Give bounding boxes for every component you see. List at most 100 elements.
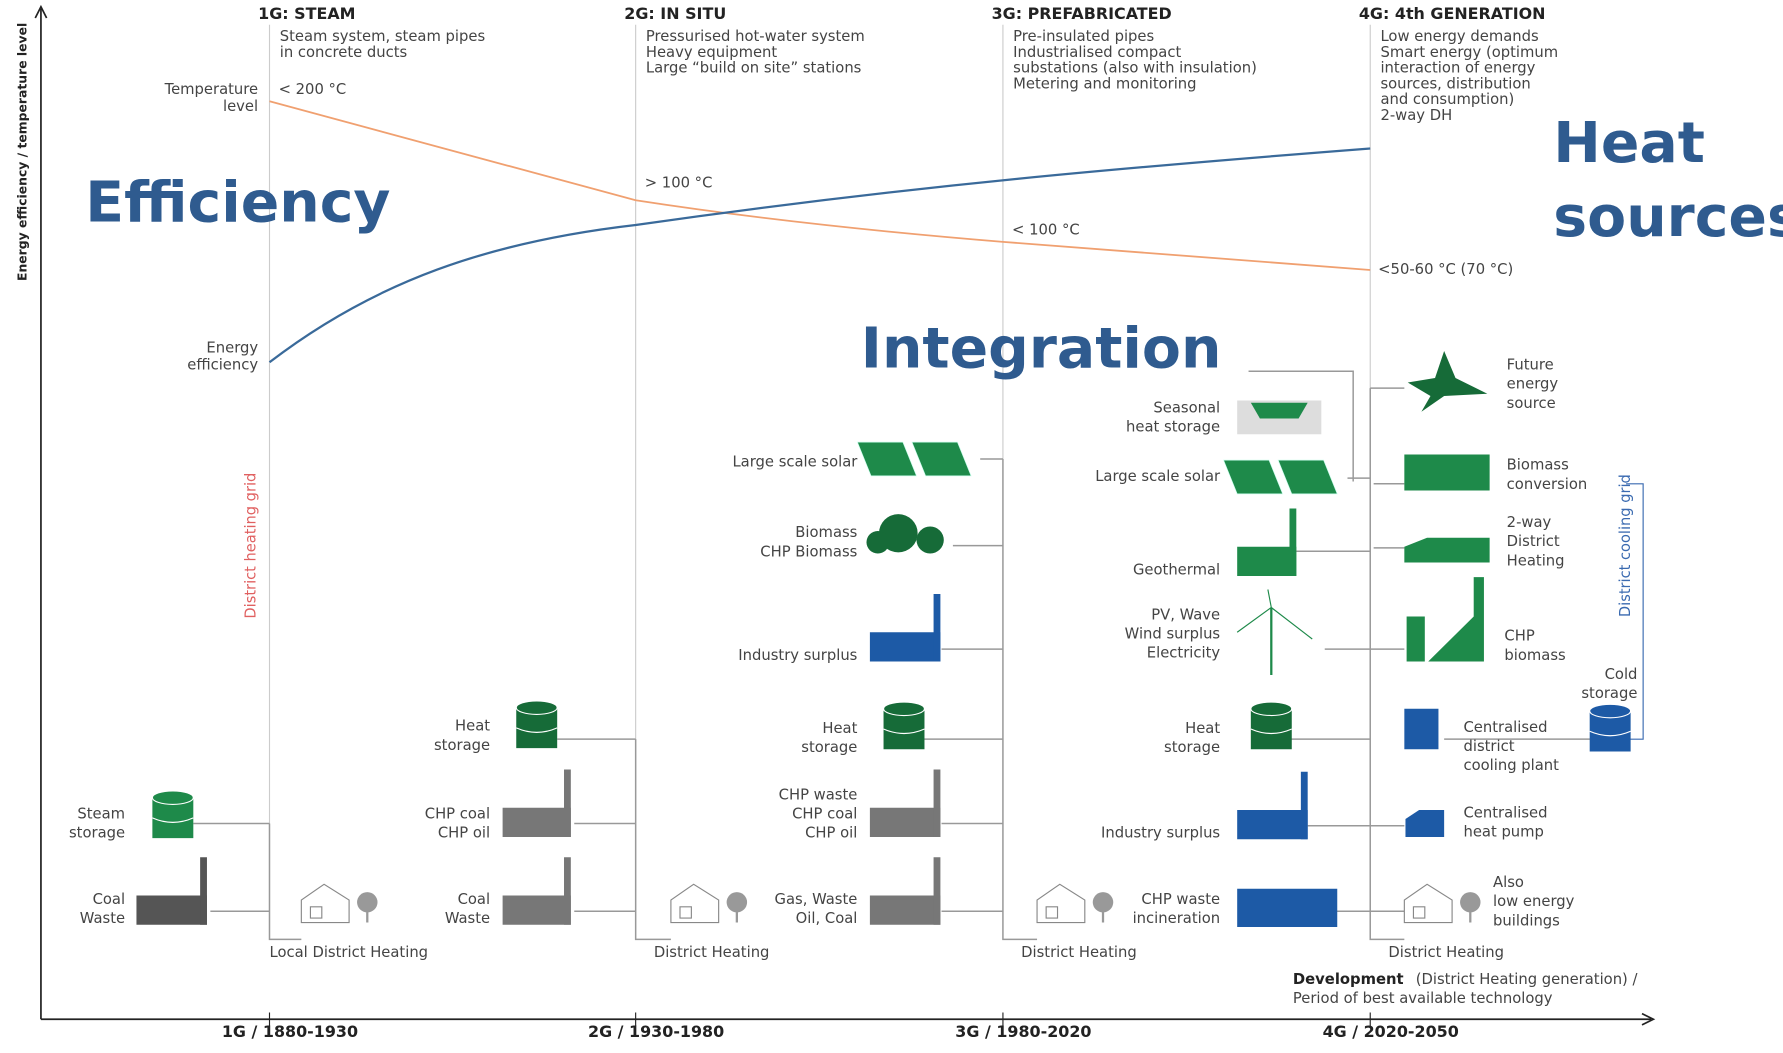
generation-description: Heavy equipment [646, 44, 778, 61]
solar-icon [1278, 460, 1337, 494]
label: Coal [458, 891, 491, 908]
plant-icon [503, 808, 571, 837]
plant-icon [564, 857, 571, 925]
period-label: 2G / 1930-1980 [588, 1022, 724, 1041]
generation-description: 2-way DH [1380, 107, 1452, 124]
label: CHP coal [792, 806, 857, 823]
generation-description: Large “build on site” stations [646, 60, 862, 77]
plant-icon [934, 857, 941, 925]
storage-icon [1251, 403, 1308, 419]
x-axis-label: Period of best available technology [1293, 990, 1553, 1007]
curve-label: Temperature [164, 81, 259, 98]
label: CHP waste [1141, 891, 1220, 908]
label: storage [1581, 685, 1637, 702]
label: CHP waste [779, 786, 858, 803]
generation-description: Pressurised hot-water system [646, 28, 865, 45]
overlay-title: sources [1553, 185, 1783, 250]
network-label: Local District Heating [269, 944, 428, 961]
grid-label: District heating grid [242, 473, 259, 619]
house-icon [671, 884, 719, 922]
plant-icon [1237, 547, 1296, 576]
label: PV, Wave [1151, 606, 1220, 623]
label: CHP coal [425, 806, 490, 823]
tree-icon [866, 531, 889, 554]
plant-icon [870, 896, 941, 925]
label: energy [1507, 376, 1559, 393]
label: Large scale solar [1095, 468, 1221, 485]
temperature-label: <50-60 °C (70 °C) [1378, 261, 1513, 278]
tree-icon [727, 892, 747, 912]
label: Heat [822, 720, 857, 737]
network-label: District Heating [1021, 944, 1137, 961]
storage-icon [1590, 704, 1631, 718]
storage-icon [516, 701, 557, 715]
label: storage [1164, 739, 1220, 756]
temperature-label: < 100 °C [1012, 222, 1080, 239]
x-axis-label: (District Heating generation) / [1416, 971, 1638, 988]
overlay-title: Integration [861, 317, 1222, 382]
plant-icon [1404, 709, 1438, 750]
label: incineration [1133, 910, 1221, 927]
generation-description: Metering and monitoring [1013, 75, 1196, 92]
label: Steam [77, 806, 125, 823]
plant-icon [1404, 538, 1489, 563]
axes [35, 7, 1653, 1026]
plant-icon [1237, 810, 1308, 839]
temperature-label: > 100 °C [645, 174, 713, 191]
diagram: Energy efficiency / temperature levelDev… [0, 0, 1783, 1053]
label: Biomass [1507, 457, 1569, 474]
tree-icon [1460, 892, 1480, 912]
generation-description: interaction of energy [1380, 60, 1535, 77]
label: Centralised [1463, 719, 1547, 736]
plant-icon [200, 857, 207, 925]
label: Future [1507, 357, 1554, 374]
label: Industry surplus [1101, 825, 1220, 842]
plant-icon [564, 770, 571, 838]
generation-title: 4G: 4th GENERATION [1359, 4, 1546, 23]
label: Biomass [795, 524, 857, 541]
plant-icon [934, 594, 941, 662]
label: Also [1493, 874, 1524, 891]
generation-description: Low energy demands [1380, 28, 1538, 45]
plant-icon [1404, 455, 1489, 491]
solar-icon [1224, 460, 1283, 494]
wind-icon [1237, 590, 1312, 640]
house-icon [301, 884, 349, 922]
label: Heat [1185, 720, 1220, 737]
plant-icon [870, 632, 941, 661]
label: CHP Biomass [760, 543, 857, 560]
storage-icon [1251, 702, 1292, 716]
label: Cold [1605, 666, 1638, 683]
network-label: District Heating [654, 944, 770, 961]
label: Coal [93, 891, 126, 908]
label: biomass [1504, 647, 1565, 664]
generation-description: Smart energy (optimum [1380, 44, 1558, 61]
generation-description: in concrete ducts [280, 44, 408, 61]
plant-icon [503, 896, 571, 925]
label: 2-way [1507, 514, 1552, 531]
storage-icon [152, 791, 193, 805]
label: Waste [445, 910, 490, 927]
label: heat storage [1126, 419, 1220, 436]
future-icon [1408, 351, 1488, 412]
house-icon [1037, 884, 1085, 922]
plant-icon [1289, 509, 1296, 577]
generation-description: Pre-insulated pipes [1013, 28, 1154, 45]
generation-title: 2G: IN SITU [624, 4, 726, 23]
label: Waste [80, 910, 125, 927]
plant-icon [1405, 810, 1444, 837]
label: buildings [1493, 912, 1560, 929]
tree-icon [1093, 892, 1113, 912]
generation-description: sources, distribution [1380, 75, 1530, 92]
label: Seasonal [1153, 399, 1220, 416]
curve-label: Energy [206, 340, 258, 357]
label: Large scale solar [732, 453, 858, 470]
tree-icon [917, 527, 944, 554]
label: CHP oil [805, 825, 857, 842]
storage-icon [884, 702, 925, 716]
label: storage [69, 825, 125, 842]
tree-icon [357, 892, 377, 912]
label: storage [801, 739, 857, 756]
generation-title: 1G: STEAM [258, 4, 355, 23]
label: Gas, Waste [775, 891, 858, 908]
